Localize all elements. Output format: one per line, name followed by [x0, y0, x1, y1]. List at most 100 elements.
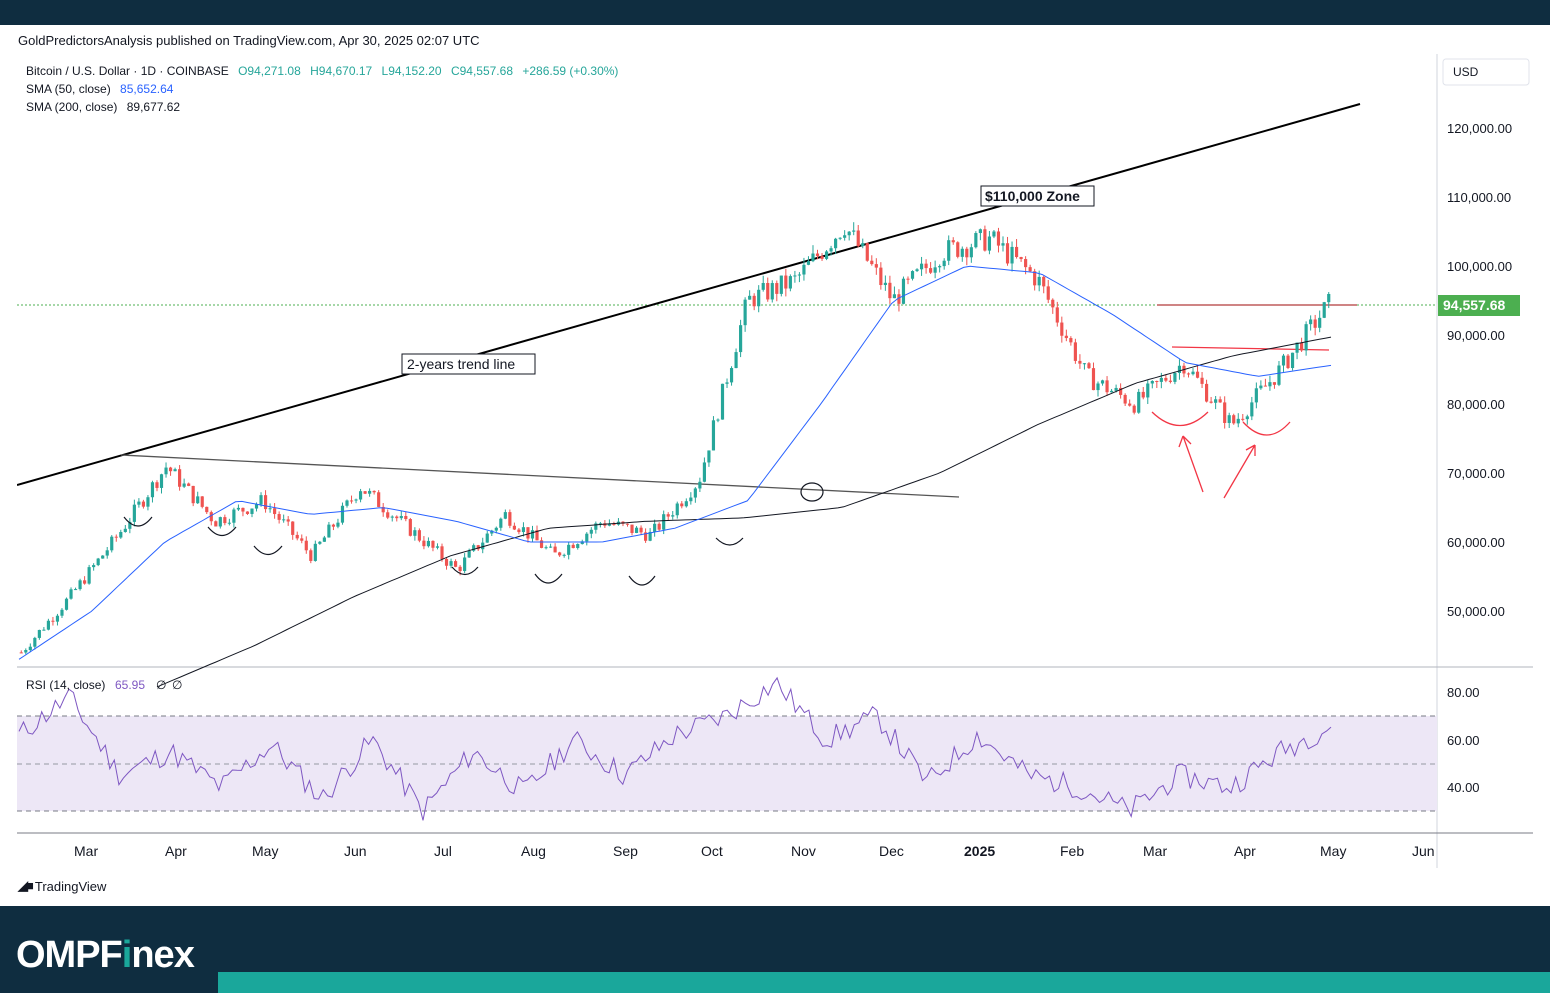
candle-body — [843, 235, 847, 238]
candle — [616, 518, 621, 526]
candle-body — [1223, 402, 1227, 423]
candle-body — [662, 514, 666, 530]
brand-logo[interactable]: OMPFinex — [16, 934, 195, 977]
candle-body — [494, 527, 498, 531]
candle — [191, 485, 195, 507]
trend-label-box[interactable] — [401, 353, 536, 375]
candle-body — [1318, 317, 1322, 328]
candle — [1078, 354, 1082, 369]
candle — [770, 280, 774, 303]
candle — [241, 507, 245, 517]
candle-body — [938, 266, 942, 268]
candle — [1318, 310, 1322, 333]
candle-body — [802, 264, 806, 275]
candle — [1155, 380, 1159, 388]
rsi-axis: 80.00 60.00 40.00 — [1447, 685, 1480, 795]
candle — [956, 241, 960, 259]
candle — [395, 515, 399, 522]
candle-body — [544, 547, 548, 549]
ohlc-low: L94,152.20 — [381, 64, 442, 78]
candle-body — [422, 540, 426, 547]
descending-neckline — [120, 454, 960, 498]
candle — [368, 488, 372, 497]
candle-body — [73, 589, 78, 591]
candle — [811, 245, 815, 263]
candle — [363, 491, 367, 495]
tradingview-logo[interactable]: ◢■ TradingView — [18, 878, 106, 894]
candle-body — [1005, 243, 1010, 264]
candle-body — [1295, 342, 1299, 353]
candle-body — [987, 236, 992, 251]
candle — [653, 519, 657, 537]
candle — [526, 527, 530, 543]
time-tick: Jul — [434, 843, 452, 859]
candle — [856, 224, 860, 248]
candle-body — [1037, 276, 1041, 286]
candle-body — [490, 530, 494, 534]
time-tick: Nov — [791, 843, 816, 859]
candle-body — [1254, 388, 1258, 403]
tradingview-text: TradingView — [34, 878, 107, 894]
candle-body — [517, 529, 521, 533]
rsi-line — [18, 676, 1332, 821]
candle-body — [481, 542, 485, 550]
candle — [1263, 378, 1267, 387]
candle-body — [114, 536, 118, 538]
rsi-layer — [18, 676, 1332, 821]
candle — [951, 237, 955, 245]
candle — [983, 225, 987, 252]
candle-body — [1159, 377, 1163, 382]
candle-body — [358, 491, 363, 500]
rsi-legend-value: 65.95 — [115, 678, 145, 692]
candle — [517, 527, 521, 535]
candle — [499, 517, 503, 531]
candle — [634, 526, 639, 534]
trend-label: 2-years trend line — [407, 356, 515, 372]
candle — [684, 498, 688, 508]
candle-body — [1209, 401, 1213, 403]
candle-body — [770, 283, 774, 300]
candle — [345, 499, 349, 508]
candle-body — [892, 294, 897, 299]
candle — [693, 487, 697, 503]
candle — [1290, 352, 1295, 371]
candle — [698, 477, 702, 493]
candle — [1304, 321, 1308, 356]
candle-body — [42, 629, 46, 631]
candle-body — [947, 240, 951, 261]
candle-body — [558, 552, 562, 556]
time-tick: Mar — [74, 843, 98, 859]
candle — [1051, 298, 1055, 314]
candle-body — [218, 517, 222, 527]
pattern-arc — [715, 537, 744, 546]
candle — [702, 457, 706, 483]
ohlc-open: O94,271.08 — [238, 64, 301, 78]
candle — [336, 518, 340, 529]
candle — [390, 515, 394, 522]
candle-body — [178, 469, 182, 487]
candle — [440, 543, 444, 562]
candle — [472, 543, 476, 552]
candle-body — [1105, 380, 1109, 393]
candle-body — [304, 540, 308, 551]
candle — [327, 521, 331, 538]
candle-body — [28, 646, 32, 651]
candle-body — [1218, 399, 1222, 403]
brand-part2: nex — [131, 934, 194, 976]
candle-body — [92, 565, 96, 568]
candle-body — [562, 554, 566, 556]
candle-body — [137, 501, 141, 505]
candle-body — [146, 497, 150, 507]
candle-body — [960, 248, 964, 257]
zone-label-box[interactable] — [980, 185, 1095, 207]
currency-box[interactable] — [1442, 58, 1530, 86]
candle — [865, 242, 869, 262]
candle — [933, 260, 937, 279]
candle-body — [1272, 382, 1277, 385]
candle — [797, 272, 801, 283]
candle-body — [1078, 360, 1082, 364]
candle — [227, 518, 231, 526]
candle-body — [309, 550, 313, 561]
candle — [300, 534, 304, 544]
candle — [1186, 372, 1191, 378]
